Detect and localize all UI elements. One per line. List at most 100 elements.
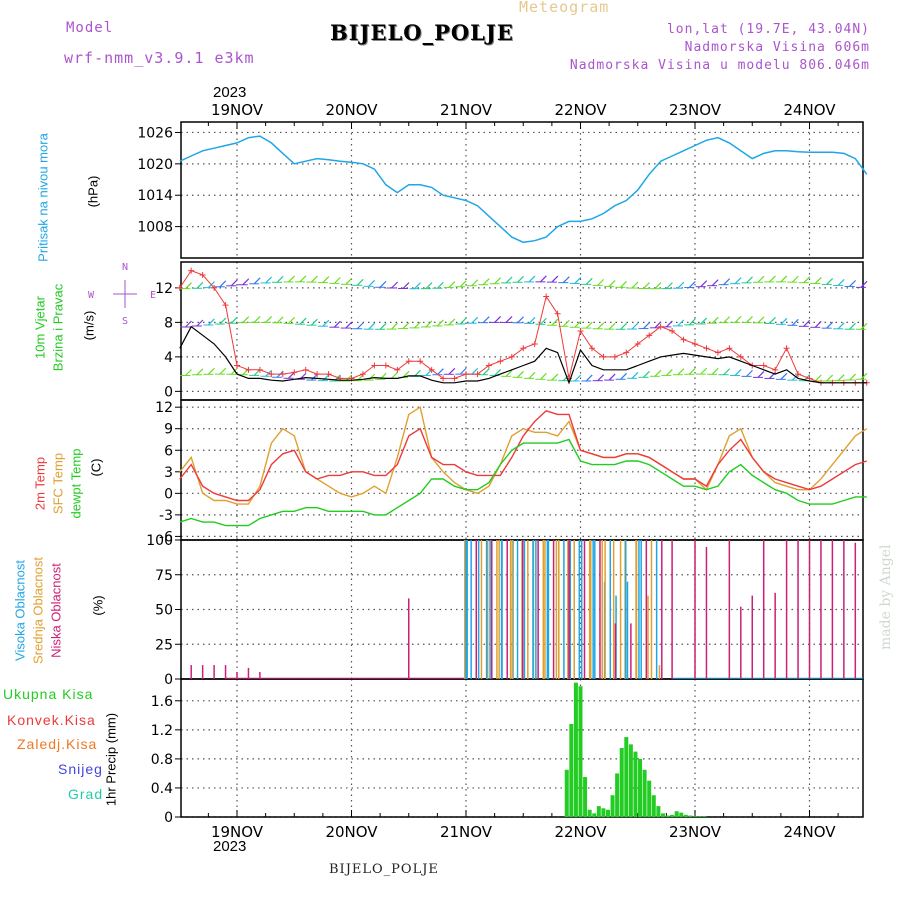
precip-tick-label: 1.6 <box>151 694 173 710</box>
wind-barb <box>368 322 376 330</box>
gust-marker <box>543 293 550 300</box>
precip-bar <box>615 773 620 817</box>
gust-marker <box>256 366 263 373</box>
precip-tick-label: 0.4 <box>151 781 173 797</box>
wind-barb <box>769 275 776 283</box>
temp-tick-label: -3 <box>159 508 173 524</box>
wind-barb <box>528 275 536 283</box>
gust-marker <box>394 366 401 373</box>
gust-marker <box>440 375 447 382</box>
wind-barb <box>837 374 845 382</box>
wind-barb <box>585 321 593 329</box>
wind-barb <box>734 369 742 376</box>
wind-barb <box>414 282 421 290</box>
gust-marker <box>520 345 527 352</box>
gust-marker <box>760 362 767 369</box>
wind-barb <box>791 318 799 326</box>
wind-barb <box>757 370 765 378</box>
gust-marker <box>772 366 779 373</box>
gust-marker <box>268 371 275 378</box>
wind-barb <box>631 371 639 379</box>
wind-barb <box>826 277 834 285</box>
wind-barb <box>597 322 605 330</box>
temp-tick-label: 6 <box>164 443 173 459</box>
model-name: wrf-nmm_v3.9.1 e3km <box>64 49 255 67</box>
date-label-bottom: 21NOV <box>440 823 493 841</box>
wind-barb <box>665 320 673 328</box>
wind-barb <box>608 373 616 381</box>
wind-barb <box>562 276 570 284</box>
date-label-bottom: 19NOV <box>211 823 264 841</box>
wind-barb <box>700 280 708 288</box>
gust-marker <box>291 369 298 376</box>
temp-tick-label: 9 <box>164 422 173 438</box>
pressure-line <box>179 135 868 244</box>
gust-marker <box>405 358 412 365</box>
wind-barb <box>288 275 295 283</box>
precip-bar <box>592 813 597 817</box>
gust-marker <box>657 323 664 330</box>
wind-barb <box>803 276 811 284</box>
wind-barb <box>482 368 490 376</box>
gust-marker <box>245 366 252 373</box>
wind-speed-line <box>179 325 867 385</box>
wind-barb <box>368 279 376 287</box>
dewpt-line <box>179 438 867 527</box>
lonlat-text: lon,lat (19.7E, 43.04N) <box>666 22 870 37</box>
gust-marker <box>382 362 389 369</box>
wind-barb <box>402 322 410 330</box>
wind-barb <box>265 316 273 323</box>
wind-barb <box>299 317 307 325</box>
gust-marker <box>451 375 458 382</box>
precip-bar <box>702 816 707 817</box>
wind-barb <box>723 316 731 324</box>
wind-barb <box>688 367 696 375</box>
wind-barb <box>219 280 227 288</box>
wind-barb <box>242 278 250 286</box>
wind-barb <box>837 279 845 286</box>
precip-tick-label: 0.8 <box>151 752 173 768</box>
date-label-top: 23NOV <box>669 101 722 119</box>
wind-barb <box>574 276 582 284</box>
precip-bar <box>638 758 643 817</box>
wind-barb <box>791 373 799 381</box>
precip-bar <box>660 813 665 817</box>
wind-barb <box>311 373 318 381</box>
wind-barb <box>482 278 490 286</box>
date-label-bottom: 23NOV <box>669 823 722 841</box>
wind-barb <box>643 370 650 378</box>
wind-barb <box>196 368 204 376</box>
date-label-top: 20NOV <box>325 101 378 119</box>
legend-convective-rain: Konvek.Kisa <box>7 712 96 728</box>
product-title: Meteogram <box>519 0 610 16</box>
gust-marker <box>703 345 710 352</box>
wind-barb <box>288 371 295 379</box>
wind-barb <box>677 368 685 376</box>
wind-barb <box>253 315 261 323</box>
temp-tick-label: 3 <box>164 465 173 481</box>
wind-barb <box>185 320 192 328</box>
wind-barb <box>265 276 273 284</box>
sfc-temp-line <box>179 406 868 505</box>
wind-barb <box>230 367 238 375</box>
date-label-top: 24NOV <box>783 101 836 119</box>
gust-marker <box>737 353 744 360</box>
wind-barb <box>551 373 559 381</box>
precip-bar <box>564 769 569 817</box>
wind-barb <box>425 320 433 328</box>
wind-barb <box>505 276 513 284</box>
wind-barb <box>711 316 719 324</box>
precip-bar <box>693 816 697 817</box>
wind-tick-label: 12 <box>155 281 173 297</box>
pressure-tick-label: 1014 <box>137 188 173 204</box>
wind-barb <box>849 280 856 287</box>
wind-barb <box>505 316 513 323</box>
gust-marker <box>485 362 492 369</box>
gust-marker <box>188 267 195 274</box>
wind-barb <box>551 318 559 326</box>
cloud-tick-label: 25 <box>155 637 173 653</box>
wind-barb <box>230 279 238 287</box>
wind-barb <box>517 370 524 378</box>
precip-bar <box>679 812 684 817</box>
wind-barb <box>826 321 834 329</box>
